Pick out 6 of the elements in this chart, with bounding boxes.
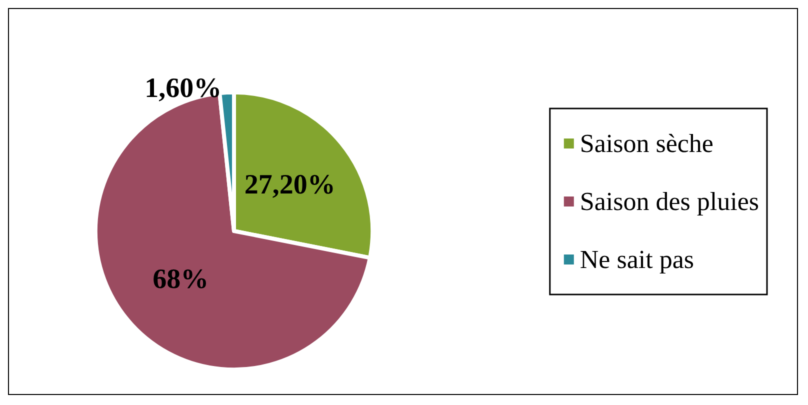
legend-label: Ne sait pas: [580, 245, 694, 274]
data-label: 68%: [152, 264, 209, 296]
legend-label: Saison sèche: [580, 129, 714, 158]
data-label: 1,60%: [144, 73, 222, 104]
legend-label: Saison des pluies: [580, 187, 760, 216]
data-label: 27,20%: [244, 170, 336, 201]
